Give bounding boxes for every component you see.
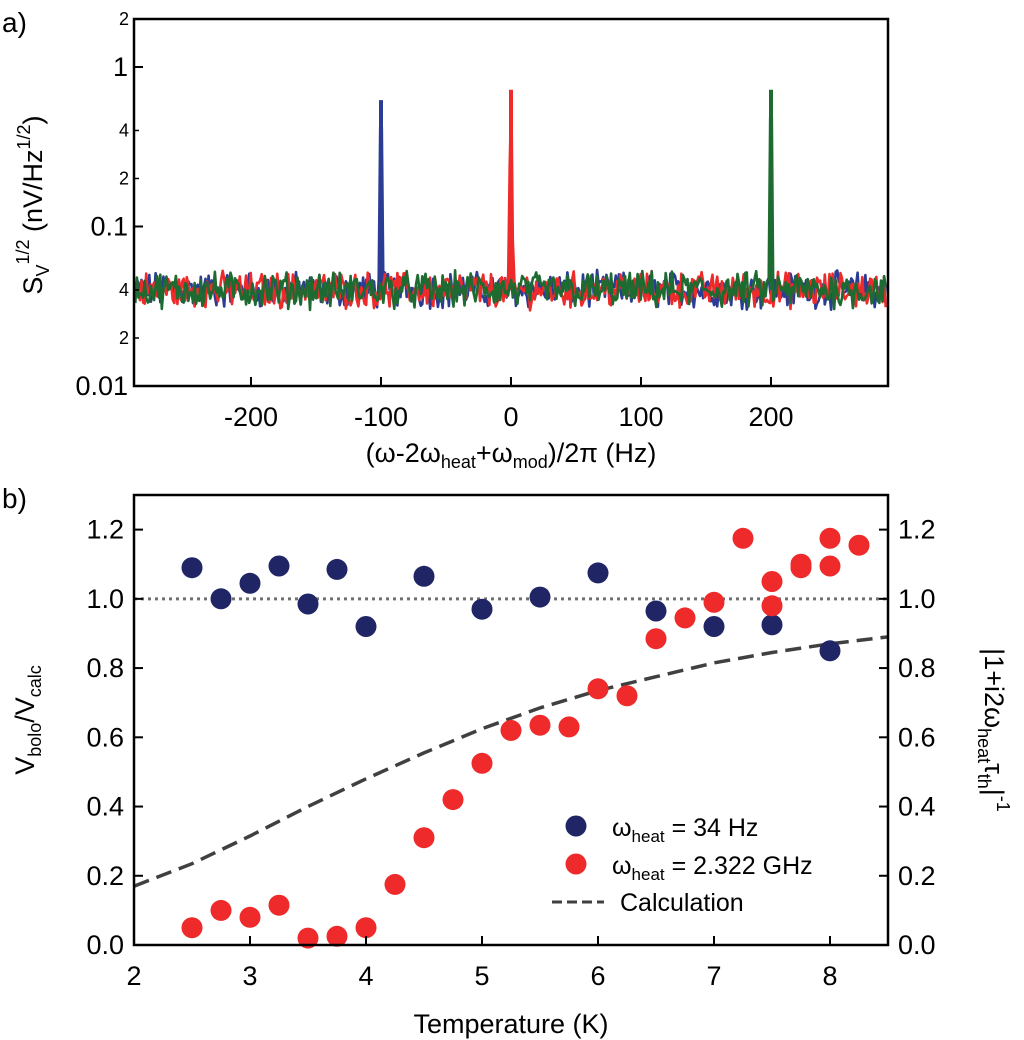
panel-a-series bbox=[134, 89, 887, 312]
b-x-tick-label: 8 bbox=[822, 961, 837, 991]
a-y-tick-label: 0.01 bbox=[75, 371, 128, 401]
b-x-tick-label: 7 bbox=[706, 961, 721, 991]
point-ghz bbox=[297, 927, 319, 949]
b-y2-tick-label: 0.8 bbox=[898, 653, 936, 683]
point-34hz bbox=[239, 572, 261, 594]
legend: ωheat = 34 Hz ωheat = 2.322 GHz Calculat… bbox=[552, 814, 813, 917]
point-ghz bbox=[413, 827, 435, 849]
panel-a: a) -200 -100 0 100 200 0.01 0.1 1 2 4 2 4 2 (ω-2ωhea… bbox=[2, 7, 890, 472]
point-ghz bbox=[239, 906, 261, 928]
b-y-tick-label: 0.6 bbox=[86, 722, 124, 752]
b-y2-tick-label: 1.2 bbox=[898, 515, 936, 545]
a-y-tick-label: 0.1 bbox=[90, 212, 128, 242]
point-ghz bbox=[500, 719, 522, 741]
point-34hz bbox=[181, 557, 203, 579]
point-34hz bbox=[819, 640, 841, 662]
b-x-tick-label: 6 bbox=[590, 961, 605, 991]
a-y-minor-label: 2 bbox=[119, 328, 129, 348]
b-y2-tick-label: 0.2 bbox=[898, 861, 936, 891]
panel-b-xlabel: Temperature (K) bbox=[413, 1009, 608, 1039]
panel-b-label: b) bbox=[2, 483, 27, 514]
a-y-minor-label: 2 bbox=[119, 168, 129, 188]
b-y-tick-label: 1.2 bbox=[86, 515, 124, 545]
point-ghz bbox=[529, 714, 551, 736]
b-x-tick-label: 5 bbox=[474, 961, 489, 991]
a-x-tick-label: 200 bbox=[748, 402, 793, 432]
point-ghz bbox=[210, 899, 232, 921]
b-y2-tick-label: 0.4 bbox=[898, 792, 936, 822]
b-x-tick-label: 4 bbox=[358, 961, 373, 991]
point-ghz bbox=[761, 595, 783, 617]
point-34hz bbox=[413, 565, 435, 587]
panel-b-frame bbox=[132, 493, 890, 947]
b-y-tick-label: 0.8 bbox=[86, 653, 124, 683]
point-34hz bbox=[703, 616, 725, 637]
point-ghz bbox=[471, 752, 493, 774]
point-ghz bbox=[819, 527, 841, 549]
point-34hz bbox=[297, 593, 319, 615]
point-ghz bbox=[674, 607, 696, 629]
point-ghz bbox=[181, 917, 203, 939]
point-ghz bbox=[384, 873, 406, 895]
point-ghz bbox=[268, 894, 290, 916]
b-y-tick-label: 0.2 bbox=[86, 861, 124, 891]
point-ghz bbox=[442, 789, 464, 811]
panel-b-ticks: 2 3 4 5 6 7 8 0.0 0.0 0.2 0.2 0.4 0.4 0.6 0.6 0.8 0.8 1.0… bbox=[86, 515, 935, 991]
legend-label-calculation: Calculation bbox=[620, 889, 744, 917]
b-y2-tick-label: 0.0 bbox=[898, 930, 936, 960]
point-34hz bbox=[355, 616, 377, 637]
a-y-minor-label: 2 bbox=[119, 9, 129, 29]
panel-a-label: a) bbox=[2, 7, 27, 38]
point-34hz bbox=[761, 614, 783, 636]
legend-marker-ghz bbox=[565, 853, 587, 875]
legend-marker-34hz bbox=[565, 815, 587, 837]
b-x-tick-label: 2 bbox=[126, 961, 141, 991]
legend-label-ghz: ωheat = 2.322 GHz bbox=[612, 852, 813, 884]
a-x-tick-label: -200 bbox=[224, 402, 278, 432]
b-y2-tick-label: 1.0 bbox=[898, 584, 936, 614]
point-34hz bbox=[587, 562, 609, 584]
point-34hz bbox=[210, 588, 232, 610]
point-ghz bbox=[587, 678, 609, 700]
panel-a-xlabel: (ω-2ωheat+ωmod)/2π (Hz) bbox=[366, 438, 657, 472]
point-ghz bbox=[616, 685, 638, 707]
panel-b-ylabel: Vbolo/Vcalc bbox=[10, 665, 45, 775]
b-y-tick-label: 1.0 bbox=[86, 584, 124, 614]
a-y-tick-label: 1 bbox=[113, 52, 128, 82]
calculation-curve bbox=[133, 635, 889, 888]
a-y-minor-label: 4 bbox=[119, 280, 129, 300]
point-34hz bbox=[326, 558, 348, 580]
point-ghz bbox=[732, 527, 754, 549]
point-ghz bbox=[819, 555, 841, 577]
a-y-minor-label: 4 bbox=[119, 120, 129, 140]
point-ghz bbox=[355, 917, 377, 939]
panel-b-points bbox=[181, 527, 870, 949]
b-y-tick-label: 0.0 bbox=[86, 930, 124, 960]
panel-a-ylabel: SV1/2 (nV/Hz1/2) bbox=[13, 115, 53, 294]
point-ghz bbox=[761, 571, 783, 592]
point-ghz bbox=[790, 557, 812, 579]
b-x-tick-label: 3 bbox=[242, 961, 257, 991]
spectrum-green bbox=[134, 116, 887, 312]
point-ghz bbox=[558, 716, 580, 738]
point-ghz bbox=[848, 534, 870, 556]
panel-b: b) 2 3 4 5 6 7 8 0.0 0.0 0.2 0.2 0.4 0.4 0.6 0.6 0.8 0.8… bbox=[2, 483, 1013, 1039]
panel-a-ticks: -200 -100 0 100 200 0.01 0.1 1 2 4 2 4 2 bbox=[75, 9, 793, 432]
a-x-tick-label: 0 bbox=[503, 402, 518, 432]
point-34hz bbox=[529, 586, 551, 608]
point-34hz bbox=[645, 600, 667, 622]
point-ghz bbox=[326, 925, 348, 947]
point-34hz bbox=[471, 598, 493, 620]
point-ghz bbox=[703, 591, 725, 613]
b-y2-tick-label: 0.6 bbox=[898, 722, 936, 752]
panel-b-y2label: |1+i2ωheatτth|-1 bbox=[974, 648, 1013, 812]
point-34hz bbox=[268, 555, 290, 577]
legend-label-34hz: ωheat = 34 Hz bbox=[612, 814, 758, 846]
b-y-tick-label: 0.4 bbox=[86, 792, 124, 822]
a-x-tick-label: 100 bbox=[618, 402, 663, 432]
a-x-tick-label: -100 bbox=[354, 402, 408, 432]
point-ghz bbox=[645, 628, 667, 650]
